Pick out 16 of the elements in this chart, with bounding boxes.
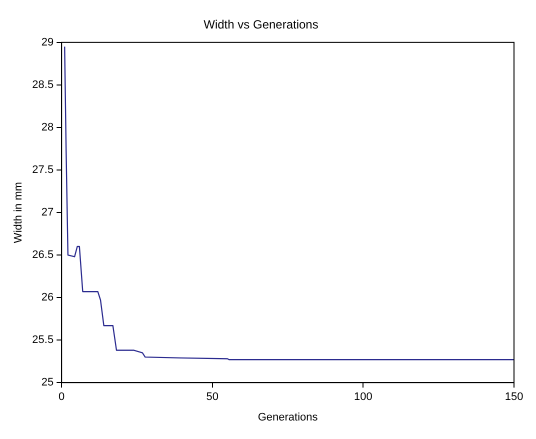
y-tick-label: 28 — [41, 121, 54, 134]
x-tick-label: 100 — [354, 391, 372, 404]
y-tick-label: 25 — [41, 376, 54, 389]
x-tick-label: 150 — [504, 391, 524, 404]
x-axis-title: Generations — [258, 411, 318, 424]
y-tick-label: 25.5 — [32, 334, 54, 346]
y-tick-label: 28.5 — [32, 78, 54, 91]
x-tick-label: 0 — [58, 391, 65, 404]
chart-title: Width vs Generations — [204, 18, 318, 32]
y-tick-label: 26.5 — [32, 249, 54, 262]
y-tick-label: 26 — [41, 292, 54, 304]
y-tick-label: 27.5 — [32, 164, 54, 176]
x-tick-label: 50 — [206, 391, 219, 404]
y-tick-label: 27 — [41, 206, 54, 219]
y-axis-title: Width in mm — [12, 182, 25, 244]
y-tick-label: 29 — [41, 36, 54, 48]
